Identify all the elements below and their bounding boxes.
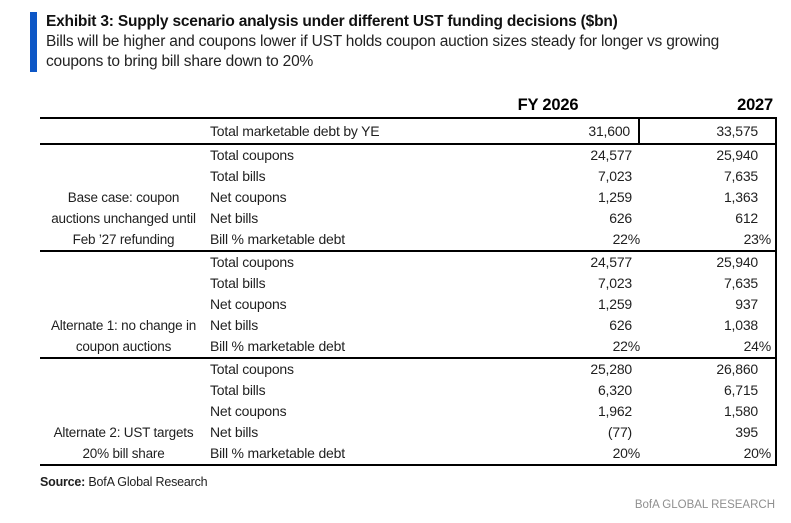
scenario-label-base-case: Base case: coupon auctions unchanged unt… bbox=[40, 145, 207, 250]
value-2027: 937 bbox=[735, 296, 758, 312]
value-2027: 7,635 bbox=[723, 275, 758, 291]
bofa-global-research-brand: BofA GLOBAL RESEARCH bbox=[634, 499, 775, 511]
table-row-total-marketable-debt: Total marketable debt by YE 31,600 33,57… bbox=[40, 119, 775, 143]
row-label: Total bills bbox=[210, 382, 266, 398]
value-fy2026: 20% bbox=[612, 445, 641, 461]
scenario-label-line: Alternate 2: UST targets bbox=[53, 425, 194, 440]
table-body: Total marketable debt by YE 31,600 33,57… bbox=[40, 117, 777, 466]
exhibit-title: Exhibit 3: Supply scenario analysis unde… bbox=[46, 13, 618, 30]
row-label: Total bills bbox=[210, 275, 266, 291]
value-2027: 25,940 bbox=[716, 147, 758, 163]
column-header-spacer bbox=[40, 95, 207, 117]
row-label: Total coupons bbox=[210, 361, 294, 377]
value-2027: 1,363 bbox=[723, 189, 758, 205]
value-fy2026: (77) bbox=[607, 424, 632, 440]
value-2027: 6,715 bbox=[723, 382, 758, 398]
value-fy2026: 1,259 bbox=[597, 189, 632, 205]
value-2027: 612 bbox=[735, 210, 758, 226]
supply-scenario-table: FY 2026 2027 Total marketable debt by YE… bbox=[40, 95, 777, 466]
row-label: Net bills bbox=[210, 317, 258, 333]
value-fy2026: 7,023 bbox=[597, 275, 632, 291]
value-2027: 25,940 bbox=[716, 254, 758, 270]
scenario-label-line: 20% bill share bbox=[82, 446, 165, 461]
scenario-label-line: Base case: coupon bbox=[67, 190, 180, 205]
scenario-section-alternate-2: Alternate 2: UST targets 20% bill share … bbox=[40, 357, 775, 464]
scenario-label-line: Feb ’27 refunding bbox=[72, 232, 175, 247]
row-label: Net coupons bbox=[210, 296, 287, 312]
exhibit-subtitle: Bills will be higher and coupons lower i… bbox=[46, 32, 746, 72]
value-fy2026: 31,600 bbox=[442, 119, 640, 143]
scenario-label-line: coupon auctions bbox=[75, 339, 172, 354]
value-fy2026: 1,962 bbox=[597, 403, 632, 419]
subtitle-line-2: coupons to bring bill share down to 20% bbox=[46, 53, 314, 70]
scenario-label-line: Alternate 1: no change in bbox=[50, 318, 197, 333]
source-text: BofA Global Research bbox=[85, 475, 208, 489]
value-2027: 395 bbox=[735, 424, 758, 440]
source-label: Source: bbox=[40, 475, 86, 489]
value-fy2026: 22% bbox=[612, 338, 641, 354]
value-fy2026: 7,023 bbox=[597, 168, 632, 184]
value-fy2026: 1,259 bbox=[597, 296, 632, 312]
row-label: Total marketable debt by YE bbox=[210, 123, 380, 139]
row-label: Bill % marketable debt bbox=[210, 338, 345, 354]
value-2027: 24% bbox=[743, 338, 772, 354]
value-2027: 1,038 bbox=[723, 317, 758, 333]
scenario-label-alternate-2: Alternate 2: UST targets 20% bill share bbox=[40, 359, 207, 464]
row-label: Total coupons bbox=[210, 147, 294, 163]
value-fy2026: 6,320 bbox=[597, 382, 632, 398]
row-label: Total coupons bbox=[210, 254, 294, 270]
row-label: Net bills bbox=[210, 210, 258, 226]
column-header-fy2026: FY 2026 bbox=[517, 96, 579, 114]
source-line: Source: BofA Global Research bbox=[40, 475, 791, 489]
row-label: Bill % marketable debt bbox=[210, 445, 345, 461]
value-fy2026: 626 bbox=[609, 317, 632, 333]
value-fy2026: 24,577 bbox=[590, 254, 632, 270]
value-fy2026: 25,280 bbox=[590, 361, 632, 377]
table-column-header-row: FY 2026 2027 bbox=[40, 95, 777, 117]
row-label: Net coupons bbox=[210, 189, 287, 205]
row-label: Net bills bbox=[210, 424, 258, 440]
scenario-label-line: auctions unchanged until bbox=[51, 211, 196, 226]
exhibit-header: Exhibit 3: Supply scenario analysis unde… bbox=[30, 12, 746, 72]
empty-label-cell bbox=[40, 119, 207, 143]
column-header-2027: 2027 bbox=[737, 96, 773, 114]
value-2027: 1,580 bbox=[723, 403, 758, 419]
subtitle-line-1: Bills will be higher and coupons lower i… bbox=[46, 33, 720, 50]
row-label: Bill % marketable debt bbox=[210, 231, 345, 247]
value-2027: 23% bbox=[743, 231, 772, 247]
column-header-spacer bbox=[207, 95, 442, 117]
scenario-label-alternate-1: Alternate 1: no change in coupon auction… bbox=[40, 252, 207, 357]
value-fy2026: 626 bbox=[609, 210, 632, 226]
value-fy2026: 24,577 bbox=[590, 147, 632, 163]
value-2027: 7,635 bbox=[723, 168, 758, 184]
scenario-section-base-case: Base case: coupon auctions unchanged unt… bbox=[40, 143, 775, 250]
value-2027: 33,575 bbox=[716, 123, 758, 139]
row-label: Total bills bbox=[210, 168, 266, 184]
value-2027: 26,860 bbox=[716, 361, 758, 377]
value-2027: 20% bbox=[743, 445, 772, 461]
value-fy2026: 22% bbox=[612, 231, 641, 247]
scenario-section-alternate-1: Alternate 1: no change in coupon auction… bbox=[40, 250, 775, 357]
row-label: Net coupons bbox=[210, 403, 287, 419]
